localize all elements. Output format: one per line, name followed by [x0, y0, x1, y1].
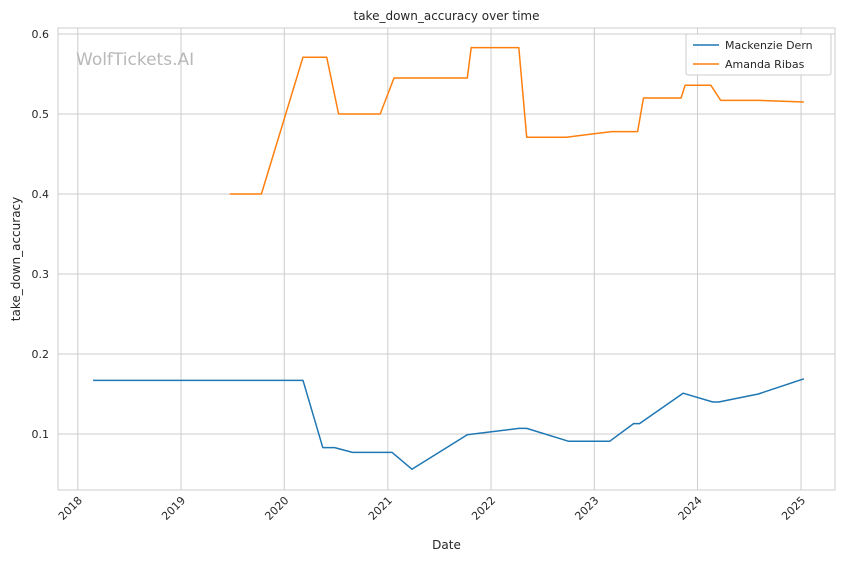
legend-label-mackenzie-dern: Mackenzie Dern [725, 39, 813, 52]
y-tick-label: 0.1 [32, 428, 50, 441]
series-line-amanda-ribas [229, 46, 804, 195]
y-tick-label: 0.4 [32, 188, 50, 201]
y-tick-label: 0.2 [32, 348, 50, 361]
y-axis-label: take_down_accuracy [9, 197, 23, 321]
watermark-text: WolfTickets.AI [76, 50, 194, 70]
series-line-mackenzie-dern [93, 378, 805, 470]
plot-area [57, 27, 836, 491]
series-lines [93, 46, 805, 470]
legend-label-amanda-ribas: Amanda Ribas [725, 58, 805, 71]
x-axis-label: Date [432, 538, 461, 552]
legend-box [685, 33, 832, 76]
y-tick-label: 0.3 [32, 268, 50, 281]
y-tick-label: 0.6 [32, 28, 50, 41]
y-tick-label: 0.5 [32, 108, 50, 121]
chart-title: take_down_accuracy over time [354, 9, 540, 23]
legend: Mackenzie Dern Amanda Ribas [685, 33, 832, 76]
grid-lines [58, 28, 835, 490]
